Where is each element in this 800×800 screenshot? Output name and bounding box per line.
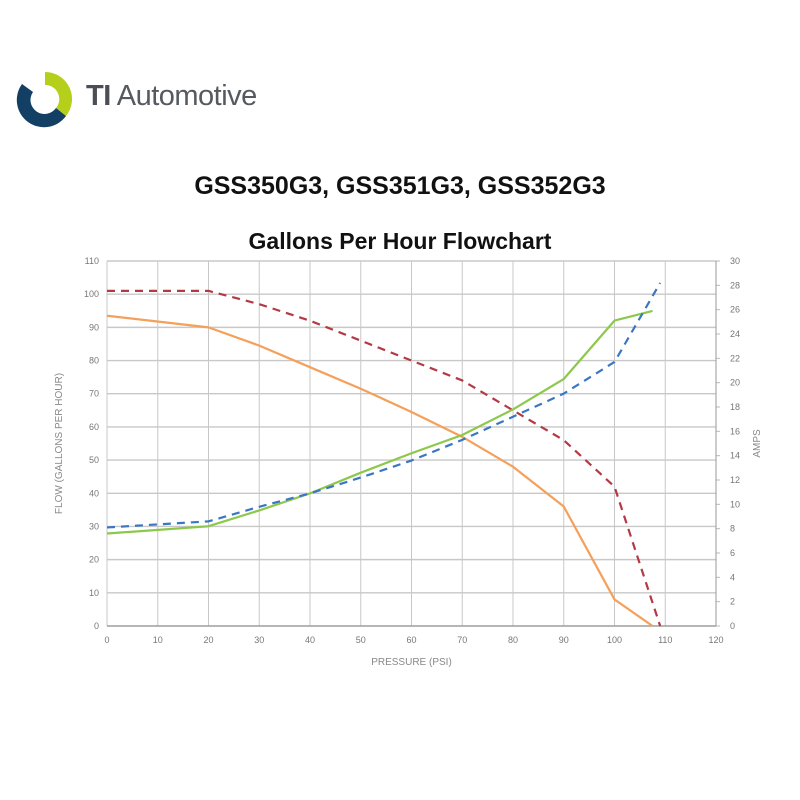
y2-tick-label: 24	[730, 329, 740, 339]
y2-tick-label: 0	[730, 621, 735, 631]
y2-axis-label: AMPS	[752, 429, 763, 458]
y2-tick-label: 22	[730, 353, 740, 363]
y-tick-label: 60	[89, 422, 99, 432]
y2-tick-label: 6	[730, 548, 735, 558]
x-tick-label: 10	[153, 635, 163, 645]
y-tick-label: 0	[94, 621, 99, 631]
x-tick-label: 50	[356, 635, 366, 645]
y-tick-label: 100	[84, 289, 99, 299]
x-tick-label: 20	[203, 635, 213, 645]
y2-tick-label: 30	[730, 256, 740, 266]
y2-tick-label: 26	[730, 305, 740, 315]
series-line-2	[106, 314, 654, 627]
x-tick-label: 80	[508, 635, 518, 645]
x-tick-label: 40	[305, 635, 315, 645]
chart-title: Gallons Per Hour Flowchart	[248, 228, 552, 254]
y2-tick-label: 4	[730, 572, 735, 582]
ti-automotive-logo	[16, 71, 73, 128]
x-tick-label: 110	[658, 635, 672, 645]
y2-tick-label: 12	[730, 475, 740, 485]
x-tick-label: 120	[708, 635, 723, 645]
x-tick-label: 90	[559, 635, 569, 645]
y-tick-label: 70	[89, 389, 99, 399]
x-tick-label: 100	[607, 635, 622, 645]
y-tick-label: 80	[89, 356, 99, 366]
y-tick-label: 20	[89, 555, 99, 565]
x-tick-label: 70	[457, 635, 467, 645]
y2-tick-label: 8	[730, 524, 735, 534]
y2-tick-label: 10	[730, 499, 740, 509]
y2-tick-label: 14	[730, 451, 740, 461]
y-tick-label: 50	[89, 455, 99, 465]
y-tick-label: 110	[85, 256, 99, 266]
y2-tick-label: 2	[730, 597, 735, 607]
y2-tick-label: 16	[730, 426, 740, 436]
x-axis-label: PRESSURE (PSI)	[371, 657, 452, 668]
y-tick-label: 10	[89, 588, 99, 598]
x-tick-label: 30	[254, 635, 264, 645]
y2-tick-label: 20	[730, 378, 740, 388]
y-tick-label: 40	[89, 488, 99, 498]
series-line-4	[106, 282, 662, 529]
series-line-3	[106, 309, 653, 535]
series-line-1	[107, 289, 662, 627]
page-title: GSS350G3, GSS351G3, GSS352G3	[194, 172, 606, 200]
x-tick-label: 60	[406, 635, 416, 645]
y2-tick-label: 18	[730, 402, 740, 412]
y-axis-label: FLOW (GALLONS PER HOUR)	[54, 373, 65, 514]
y-tick-label: 90	[89, 322, 99, 332]
brand-name: TI Automotive	[86, 80, 257, 112]
y2-tick-label: 28	[730, 280, 740, 290]
x-tick-label: 0	[104, 635, 109, 645]
y-tick-label: 30	[89, 521, 99, 531]
